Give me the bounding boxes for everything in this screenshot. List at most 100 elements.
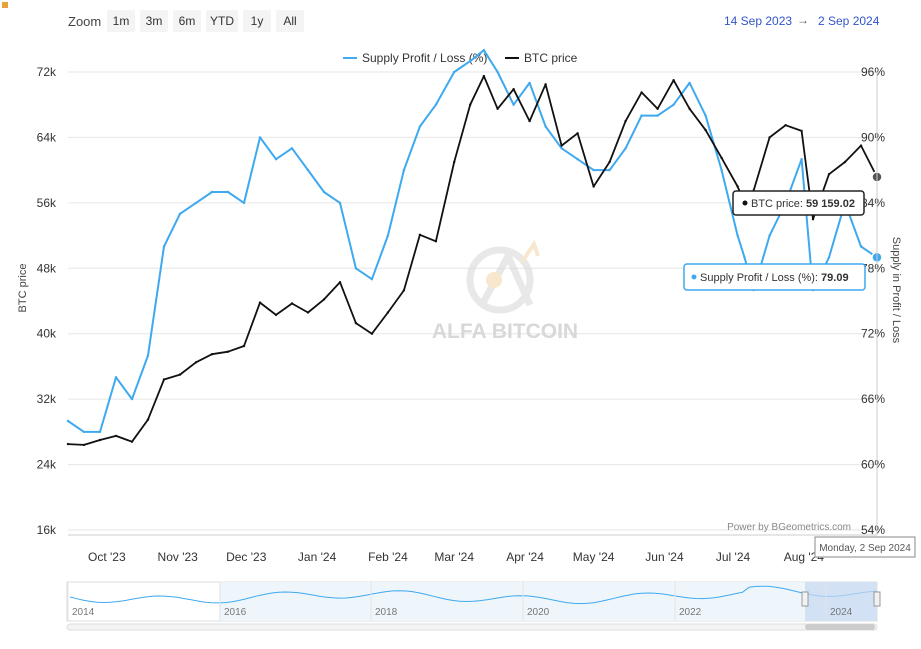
- grid-lines: [68, 71, 877, 536]
- price-data-point: [258, 301, 262, 304]
- legend-price-label[interactable]: BTC price: [524, 51, 578, 65]
- price-data-point: [274, 313, 278, 317]
- supply-data-point: [178, 212, 182, 215]
- supply-profit-loss-line: [67, 49, 878, 433]
- x-tick-label: Dec '23: [226, 550, 267, 564]
- supply-data-point: [688, 81, 691, 85]
- price-data-point: [453, 160, 456, 164]
- supply-data-point: [743, 256, 746, 259]
- supply-data-point: [576, 158, 579, 161]
- price-data-point: [354, 321, 358, 325]
- price-data-point: [162, 378, 166, 381]
- supply-data-point: [146, 354, 150, 357]
- navigator-year-label: 2018: [375, 607, 398, 618]
- x-tick-label: Aug '24: [784, 550, 825, 564]
- x-tick-label: Jul '24: [716, 550, 751, 564]
- x-tick-label: Nov '23: [158, 550, 199, 564]
- price-data-point: [469, 103, 472, 106]
- navigator-year-labels: 2014 2016 2018 2020 2022 2024: [67, 582, 853, 621]
- date-tooltip: Monday, 2 Sep 2024: [814, 536, 916, 558]
- y2-tick-label: 60%: [861, 458, 885, 472]
- navigator[interactable]: 2014 2016 2018 2020 2022 2024: [66, 581, 881, 631]
- price-data-point: [338, 281, 342, 284]
- price-data-point: [418, 233, 422, 236]
- y-tick-label: 72k: [37, 65, 57, 79]
- supply-data-point: [434, 103, 438, 106]
- zoom-1y-button[interactable]: 1y: [243, 10, 271, 32]
- price-data-point: [512, 88, 515, 91]
- range-from-input[interactable]: 14 Sep 2023: [724, 14, 793, 28]
- price-data-point: [178, 373, 182, 376]
- supply-data-point: [242, 201, 246, 205]
- y-tick-label: 48k: [37, 261, 57, 275]
- navigator-year-label: 2020: [527, 607, 550, 618]
- scrollbar-track[interactable]: [66, 623, 878, 631]
- price-data-point: [306, 311, 310, 314]
- price-data-point: [843, 160, 847, 164]
- y-tick-label: 16k: [37, 523, 57, 537]
- supply-data-point: [418, 125, 422, 128]
- supply-data-point: [162, 245, 166, 248]
- price-data-point: [640, 91, 643, 94]
- supply-data-point: [130, 397, 134, 401]
- supply-data-point: [210, 190, 214, 194]
- zoom-all-button[interactable]: All: [276, 10, 304, 32]
- navigator-series-line: [69, 585, 878, 605]
- y-tick-label: 64k: [37, 130, 57, 144]
- supply-data-point: [98, 430, 102, 434]
- supply-data-point: [274, 158, 278, 161]
- x-tick-label: Jan '24: [298, 550, 337, 564]
- zoom-1m-button[interactable]: 1m: [107, 10, 135, 32]
- zoom-ytd-button[interactable]: YTD: [206, 10, 238, 32]
- supply-data-point: [226, 190, 230, 194]
- svg-text:Supply Profit / Loss (%): 79.0: Supply Profit / Loss (%): 79.09: [700, 272, 849, 284]
- price-data-point: [528, 119, 531, 123]
- price-data-point: [672, 79, 675, 82]
- chart-toolbar: Zoom 1m 3m 6m YTD 1y All 14 Sep 2023 → 2…: [0, 8, 921, 34]
- price-tooltip-value: 59 159.02: [806, 198, 855, 210]
- y2-tick-label: 72%: [861, 327, 885, 341]
- zoom-3m-button[interactable]: 3m: [140, 10, 168, 32]
- supply-data-point: [704, 114, 707, 117]
- supply-tooltip: Supply Profit / Loss (%): 79.09: [683, 263, 866, 291]
- navigator-plot-bg: [219, 582, 877, 621]
- legend-supply-label[interactable]: Supply Profit / Loss (%): [362, 51, 487, 65]
- zoom-label: Zoom: [68, 14, 102, 29]
- price-data-point: [226, 350, 230, 353]
- price-data-point: [98, 438, 102, 442]
- supply-data-point: [800, 158, 803, 161]
- supply-data-point: [194, 201, 198, 205]
- scrollbar-thumb[interactable]: [805, 624, 875, 630]
- supply-data-point: [402, 168, 406, 172]
- supply-data-point: [768, 234, 771, 237]
- price-data-point: [608, 160, 611, 164]
- price-data-point: [656, 107, 659, 111]
- y2-tick-label: 78%: [861, 261, 885, 275]
- price-data-point: [114, 434, 118, 438]
- navigator-selection[interactable]: [805, 582, 877, 621]
- range-to-input[interactable]: 2 Sep 2024: [818, 14, 880, 28]
- navigator-left-handle[interactable]: [801, 591, 809, 607]
- price-data-point: [592, 185, 595, 188]
- y2-tick-label: 54%: [861, 523, 885, 537]
- x-tick-label: Jun '24: [645, 550, 684, 564]
- price-data-point: [859, 144, 863, 147]
- supply-data-point: [386, 234, 390, 237]
- supply-data-point: [453, 70, 456, 74]
- supply-data-point: [736, 234, 739, 237]
- price-data-point: [386, 311, 390, 314]
- x-tick-label: May '24: [573, 550, 615, 564]
- y-axis-right: 54% 60% 66% 72% 78% 84% 90% 96%: [861, 65, 885, 537]
- supply-data-point: [656, 114, 659, 117]
- price-data-point: [66, 442, 70, 446]
- supply-data-point: [114, 376, 118, 379]
- y2-tick-label: 90%: [861, 130, 885, 144]
- chart-legend: Supply Profit / Loss (%) BTC price: [343, 51, 578, 65]
- btc-price-line: [67, 75, 878, 446]
- price-data-point: [800, 129, 803, 133]
- series-layer: [66, 49, 883, 447]
- navigator-right-handle[interactable]: [873, 591, 881, 607]
- price-data-point: [210, 353, 214, 356]
- zoom-6m-button[interactable]: 6m: [173, 10, 201, 32]
